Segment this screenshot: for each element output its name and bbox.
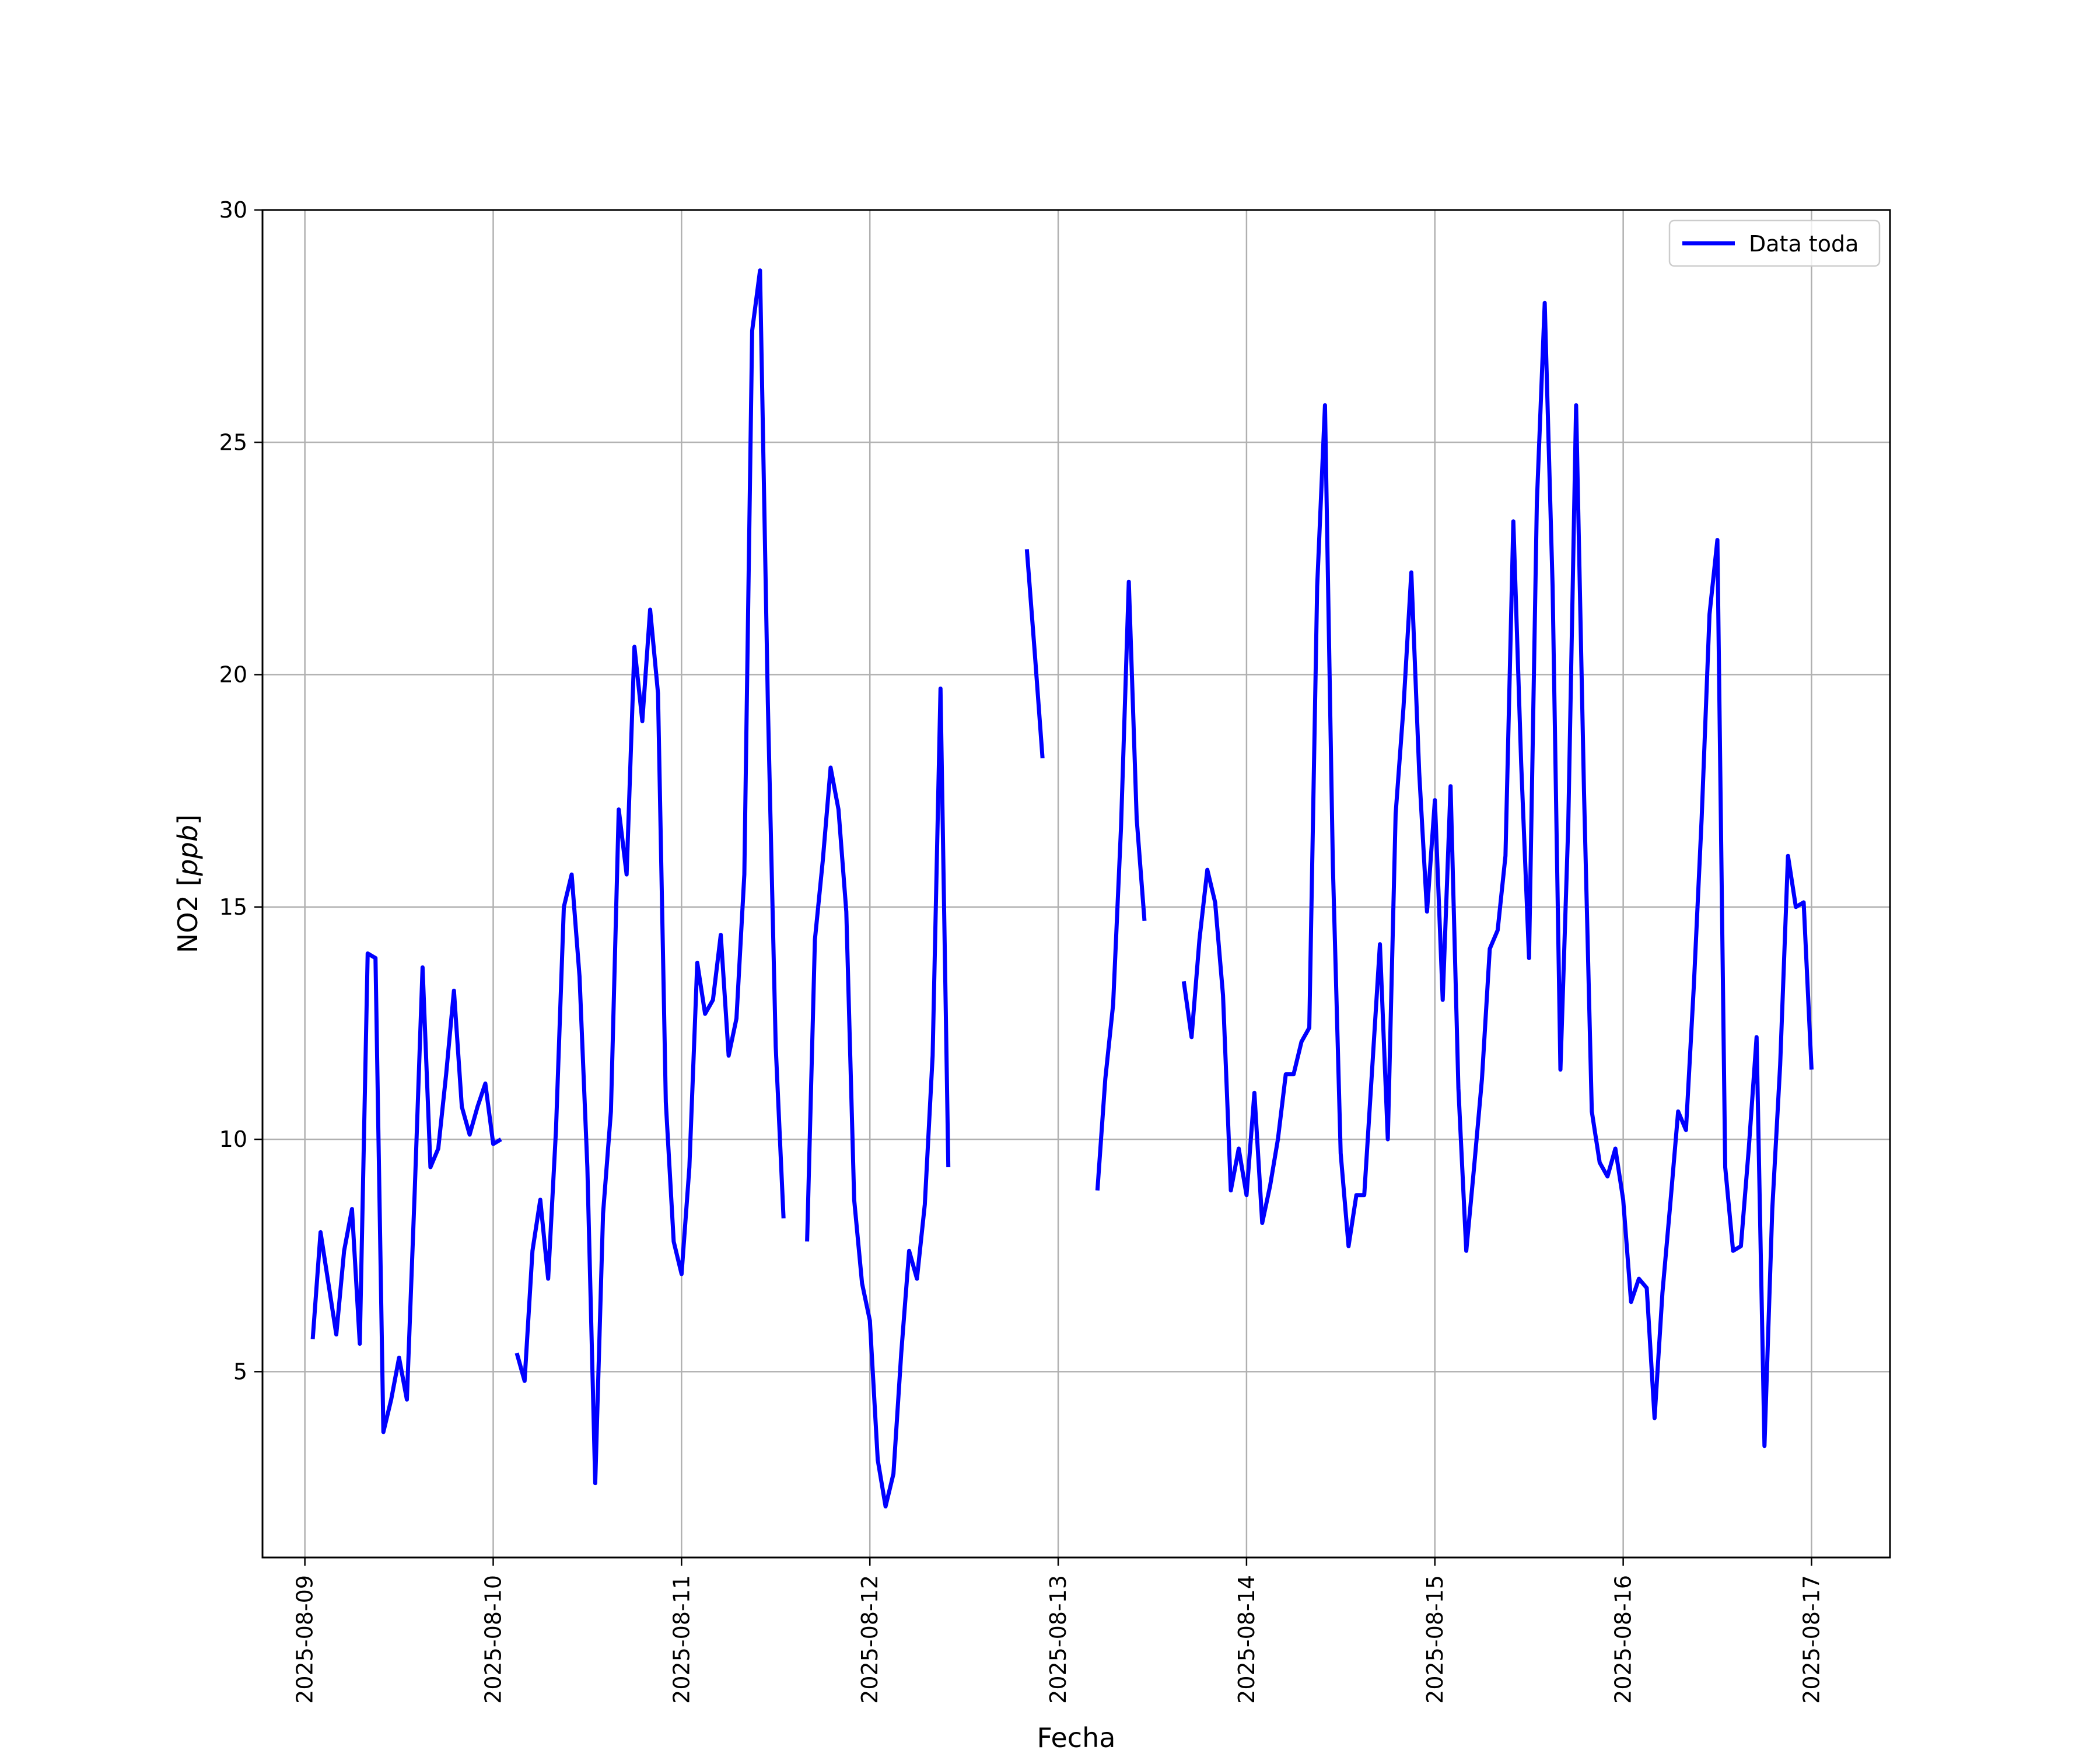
y-tick-label: 25 [219,429,247,455]
y-tick-label: 20 [219,662,247,688]
x-tick-label: 2025-08-13 [1045,1575,1071,1704]
x-axis-label: Fecha [1037,1722,1116,1750]
series-line-segment [310,951,502,1434]
x-tick-label: 2025-08-11 [668,1575,694,1704]
x-tick-label: 2025-08-09 [292,1575,318,1704]
legend: Data toda [1668,219,1881,267]
series-line-segment [805,686,951,1508]
x-tick-label: 2025-08-17 [1798,1575,1824,1704]
x-tick-label: 2025-08-16 [1611,1575,1636,1704]
series-line-segment [514,268,786,1486]
axis-ticks: 5 10 15 20 25 30 2025-08-09 2025-08-10 2025-08-1… [219,197,1825,1704]
series-layer [310,268,1814,1508]
series-line-segment [1024,549,1045,759]
y-tick-label: 10 [219,1126,247,1152]
y-tick-label: 5 [233,1359,247,1384]
y-tick-label: 30 [219,197,247,223]
plot-frame [261,209,1891,1559]
series-line-segment [1095,579,1147,1191]
x-tick-label: 2025-08-14 [1234,1575,1259,1704]
x-tick-label: 2025-08-10 [480,1575,506,1704]
x-tick-label: 2025-08-12 [857,1575,883,1704]
series-line-segment [1181,300,1814,1448]
legend-label: Data toda [1749,231,1859,257]
x-tick-label: 2025-08-15 [1422,1575,1448,1704]
y-axis-label: NO2 [ppb] [172,814,204,953]
y-tick-label: 15 [219,894,247,920]
legend-box [1668,219,1881,267]
